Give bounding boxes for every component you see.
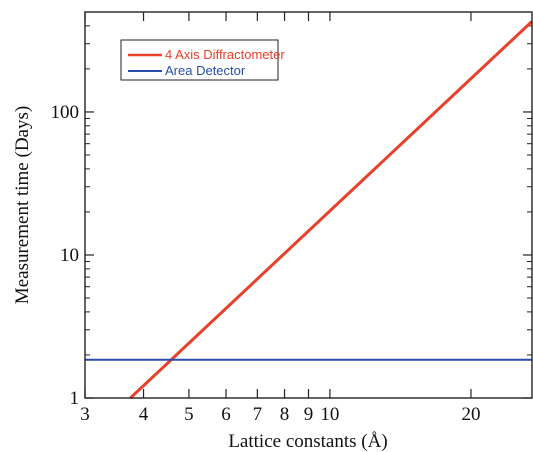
legend-label-4-axis-diffractometer: 4 Axis Diffractometer [165,47,285,62]
x-tick-label: 10 [320,404,339,425]
legend: 4 Axis Diffractometer Area Detector [120,39,285,81]
y-tick-label: 10 [60,245,79,266]
legend-box [120,39,279,81]
y-axis-title: Measurement time (Days) [12,106,33,304]
legend-label-area-detector: Area Detector [165,63,246,78]
x-tick-label: 7 [253,404,263,425]
x-tick-label: 5 [184,404,194,425]
x-tick-label: 8 [280,404,290,425]
x-tick-label: 9 [304,404,314,425]
x-tick-label: 20 [461,404,480,425]
y-tick-label: 100 [51,102,80,123]
x-tick-labels: 3 4 5 6 7 8 9 10 20 [80,404,480,425]
x-axis-title: Lattice constants (Å) [228,431,387,452]
series-lines [85,20,533,400]
x-tick-label: 3 [80,404,90,425]
x-tick-label: 6 [221,404,231,425]
y-tick-label: 1 [70,388,80,409]
series-line-4-axis-diffractometer [129,20,533,400]
plot-frame [84,11,533,399]
x-tick-label: 4 [139,404,149,425]
y-tick-labels: 1 10 100 [51,102,80,409]
